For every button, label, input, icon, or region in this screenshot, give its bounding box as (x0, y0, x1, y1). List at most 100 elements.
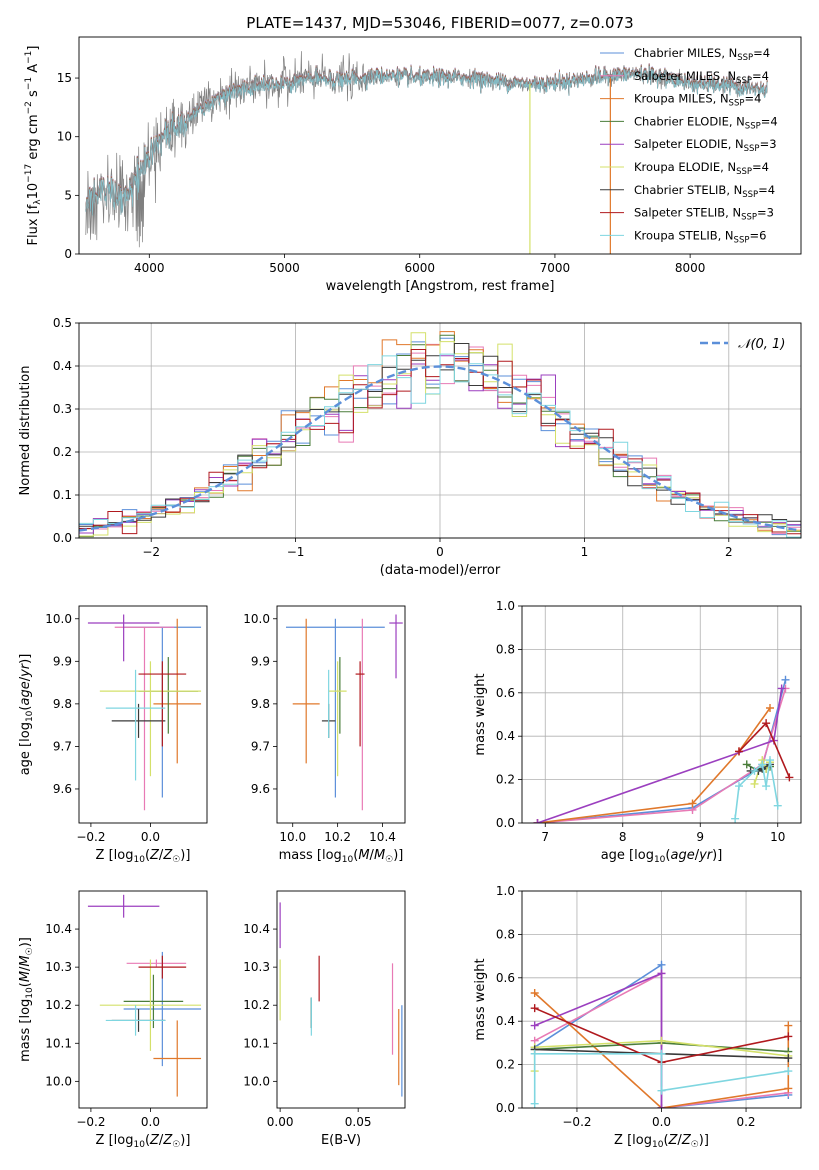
legend-entry: Kroupa ELODIE, NSSP=4 (634, 160, 769, 177)
series-marker (762, 782, 771, 791)
x-axis-label: wavelength [Angstrom, rest frame] (326, 279, 555, 294)
series-marker (533, 819, 542, 823)
y-axis-label: Flux [fλ10−17 erg cm−2 s−1 A−1] (24, 46, 43, 246)
series-marker (688, 799, 697, 808)
axes-frame (78, 890, 208, 1109)
x-tick-label: 10 (770, 830, 785, 844)
axes-frame (276, 890, 406, 1109)
axes-frame (78, 322, 802, 539)
y-tick-label: 0.4 (53, 359, 72, 373)
y-tick-label: 0 (64, 247, 72, 261)
mass-vs-EBV-panel: 0.00 0.05 10.0 10.1 10.2 10.3 10.4 E(B-V) (243, 890, 406, 1148)
series-marker (742, 760, 751, 769)
axes-frame (276, 605, 406, 824)
x-tick-label: 0 (436, 545, 444, 559)
x-tick-label: −1 (287, 545, 305, 559)
legend-entry: Chabrier ELODIE, NSSP=4 (634, 114, 778, 131)
x-tick-label: −0.2 (76, 1115, 105, 1129)
y-tick-label: 1.0 (496, 599, 515, 613)
series-marker (657, 1036, 666, 1045)
histogram-step-line (79, 353, 801, 538)
x-tick-label: 6000 (404, 261, 435, 275)
y-tick-label: 0.4 (496, 729, 515, 743)
age-vs-Z-panel: −0.2 0.0 9.6 9.7 9.8 9.9 10.0 Z [log10(Z/Z☉)] ag… (18, 605, 208, 865)
x-tick-label: 8000 (675, 261, 706, 275)
y-tick-label: 9.9 (251, 654, 270, 668)
y-tick-label: 9.7 (251, 739, 270, 753)
series-marker (735, 782, 743, 791)
x-tick-label: −2 (142, 545, 160, 559)
series-marker (735, 747, 743, 756)
x-axis-label: Z [log10(Z/Z☉)] (96, 1133, 191, 1150)
y-tick-label: 0.1 (53, 488, 72, 502)
series-marker (750, 779, 759, 788)
x-tick-label: 9 (696, 830, 704, 844)
x-axis-label: mass [log10(M/M☉)] (279, 848, 404, 865)
legend-entry: Salpeter STELIB, NSSP=3 (634, 206, 774, 223)
legend-entry: Kroupa STELIB, NSSP=6 (634, 228, 766, 245)
y-tick-label: 10.2 (45, 998, 72, 1012)
series-marker (731, 814, 740, 823)
series-marker (781, 675, 790, 684)
series-marker (784, 1084, 793, 1093)
series-marker (530, 988, 539, 997)
y-tick-label: 9.8 (53, 697, 72, 711)
series-line (734, 759, 779, 819)
x-tick-label: 0.05 (345, 1115, 372, 1129)
x-tick-label: 8 (619, 830, 627, 844)
normal-reference-curve (79, 365, 801, 532)
x-axis-label: age [log10(age/yr)] (601, 848, 723, 865)
series-line (537, 688, 783, 823)
y-tick-label: 0.4 (496, 1014, 515, 1028)
x-axis-label: Z [log10(Z/Z☉)] (96, 848, 191, 865)
y-tick-label: 0.3 (53, 402, 72, 416)
y-tick-label: 10.1 (243, 1036, 270, 1050)
axes-frame (521, 890, 802, 1109)
x-tick-label: −0.2 (562, 1115, 591, 1129)
mass-weight-vs-Z-panel: −0.2 0.0 0.2 0.0 0.2 0.4 0.6 0.8 1.0 Z [log10(Z/Z… (473, 884, 802, 1150)
y-tick-label: 0.8 (496, 927, 515, 941)
x-tick-label: 0.0 (141, 1115, 160, 1129)
series-marker (777, 684, 786, 693)
y-tick-label: 10.2 (243, 998, 270, 1012)
y-tick-label: 10.0 (243, 612, 270, 626)
y-tick-label: 9.6 (53, 782, 72, 796)
residual-histogram-plot-area (79, 331, 801, 538)
series-line (534, 972, 663, 1108)
y-axis-label: mass weight (473, 673, 488, 755)
y-tick-label: 0.0 (496, 1101, 515, 1115)
mass-weight-vs-Z-plot-area (530, 960, 793, 1108)
y-axis-label: mass [log10(M/M☉)] (18, 937, 35, 1062)
spectrum-plot-area (85, 51, 768, 254)
y-tick-label: 0.2 (496, 773, 515, 787)
series-marker (785, 773, 794, 782)
series-marker (784, 1054, 793, 1063)
y-tick-label: 10.4 (243, 922, 270, 936)
y-tick-label: 5 (64, 188, 72, 202)
series-line (537, 679, 787, 823)
mass-weight-vs-age-plot-area (533, 675, 794, 823)
y-tick-label: 9.9 (53, 654, 72, 668)
x-tick-label: 4000 (134, 261, 165, 275)
series-line (537, 707, 771, 823)
y-tick-label: 0.2 (53, 445, 72, 459)
spectrum-panel: 4000 5000 6000 7000 8000 0 5 10 15 wavelength [An… (24, 36, 802, 294)
y-axis-label: mass weight (473, 958, 488, 1040)
series-line (537, 688, 787, 823)
x-tick-label: 7 (541, 830, 549, 844)
series-marker (766, 756, 774, 765)
y-tick-label: 9.6 (251, 782, 270, 796)
spectrum-model-line (85, 65, 768, 216)
series-marker (784, 1032, 793, 1041)
y-tick-label: 10.0 (45, 1074, 72, 1088)
series-marker (657, 960, 666, 969)
series-marker (657, 1104, 666, 1108)
y-tick-label: 10.3 (45, 960, 72, 974)
y-tick-label: 0.6 (496, 971, 515, 985)
x-tick-label: 2 (725, 545, 733, 559)
series-marker (530, 1021, 539, 1030)
mass-vs-Z-panel: −0.2 0.0 10.0 10.1 10.2 10.3 10.4 Z [log10(Z/Z☉… (18, 890, 208, 1150)
series-marker (784, 1021, 793, 1030)
legend-entry: Salpeter ELODIE, NSSP=3 (634, 137, 777, 154)
y-tick-label: 0.6 (496, 686, 515, 700)
